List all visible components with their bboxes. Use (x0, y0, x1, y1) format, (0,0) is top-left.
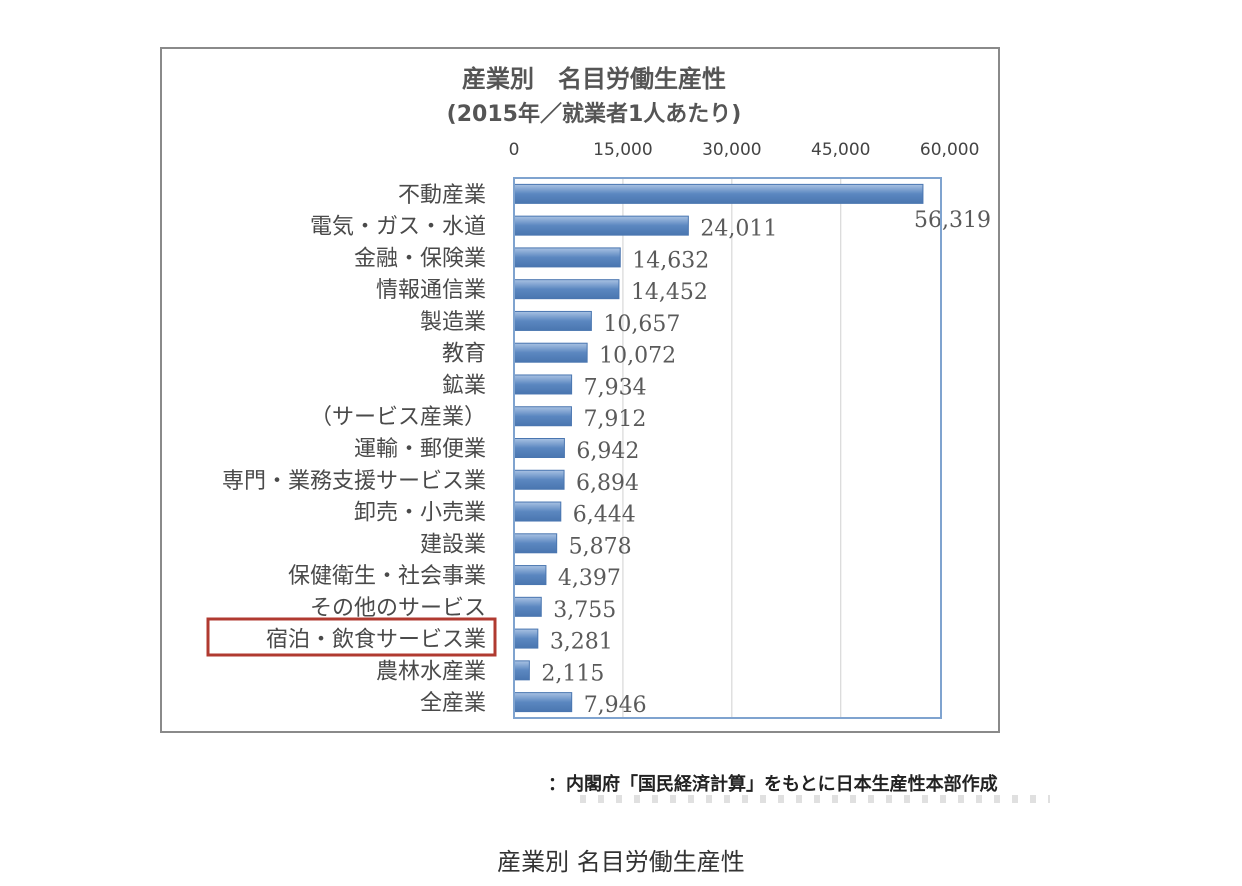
bar (513, 215, 689, 236)
data-label: 56,319 (914, 208, 991, 233)
bar (513, 628, 539, 649)
bar (513, 342, 588, 363)
data-label: 2,115 (541, 661, 604, 686)
x-axis-ticks: 0 15,000 30,000 45,000 60,000 (509, 140, 980, 160)
data-label: 14,452 (631, 280, 708, 305)
bar (513, 279, 620, 300)
data-label: 7,934 (584, 375, 647, 400)
category-label: 専門・業務支援サービス業 (222, 469, 486, 494)
x-tick-label: 15,000 (593, 140, 652, 160)
bar (513, 596, 542, 617)
plot-area-border (513, 177, 942, 719)
data-label: 14,632 (632, 248, 709, 273)
data-label: 4,397 (558, 566, 621, 591)
category-label: 宿泊・飲食サービス業 (266, 628, 486, 653)
bar (513, 183, 924, 204)
data-label: 6,942 (576, 439, 639, 464)
bar (513, 438, 565, 458)
category-label: 全産業 (420, 691, 486, 716)
bar (513, 692, 573, 713)
category-label: 卸売・小売業 (354, 501, 486, 526)
image-caption: 産業別 名目労働生産性 (497, 848, 745, 876)
category-label: 農林水産業 (376, 659, 486, 684)
x-tick-label: 0 (509, 140, 520, 160)
data-label: 7,912 (583, 407, 646, 432)
category-label: 製造業 (420, 310, 486, 335)
data-label: 7,946 (584, 693, 647, 718)
data-label: 24,011 (700, 217, 777, 242)
chart-subtitle: (2015年／就業者1人あたり) (447, 101, 742, 127)
data-label: 10,657 (603, 312, 680, 337)
category-label: 建設業 (420, 532, 486, 557)
bar (513, 374, 573, 395)
bar (513, 660, 530, 681)
data-label: 6,444 (573, 503, 636, 528)
category-label: 電気・ガス・水道 (310, 215, 486, 240)
category-label: その他のサービス (310, 596, 486, 621)
x-tick-label: 45,000 (811, 140, 870, 160)
data-label: 3,281 (550, 630, 613, 655)
bar (513, 533, 558, 554)
data-label: 10,072 (599, 344, 676, 369)
category-label: （サービス産業） (310, 405, 486, 430)
highlight-box (206, 617, 497, 657)
chart-title: 産業別 名目労働生産性 (462, 65, 726, 93)
bar (513, 247, 621, 268)
x-tick-label: 60,000 (920, 140, 979, 160)
bar (513, 565, 547, 586)
data-label: 3,755 (553, 598, 616, 623)
category-label: 不動産業 (398, 183, 486, 208)
data-label: 6,894 (576, 471, 639, 496)
category-label: 金融・保険業 (354, 246, 486, 271)
bar (513, 310, 592, 331)
value-labels: 56,319 24,011 14,632 14,452 10,657 10,072 7,93… (541, 208, 991, 718)
source-note: ：内閣府「国民経済計算」をもとに日本生産性本部作成 (548, 774, 998, 795)
x-tick-label: 30,000 (702, 140, 761, 160)
bar-chart: 産業別 名目労働生産性 (2015年／就業者1人あたり) 0 15,000 30,0… (206, 65, 991, 719)
category-label: 教育 (442, 342, 486, 367)
category-label: 情報通信業 (376, 278, 486, 303)
bar (513, 469, 565, 490)
bar (513, 501, 562, 522)
category-label: 保健衛生・社会事業 (288, 564, 486, 589)
category-label: 運輸・郵便業 (354, 437, 486, 462)
source-second-line-faded (580, 795, 1050, 803)
category-label: 鉱業 (442, 373, 486, 398)
gridlines (622, 178, 842, 718)
bar (513, 406, 572, 427)
chart-frame: 産業別 名目労働生産性 (2015年／就業者1人あたり) 0 15,000 30,0… (160, 47, 1000, 733)
data-label: 5,878 (569, 534, 632, 559)
